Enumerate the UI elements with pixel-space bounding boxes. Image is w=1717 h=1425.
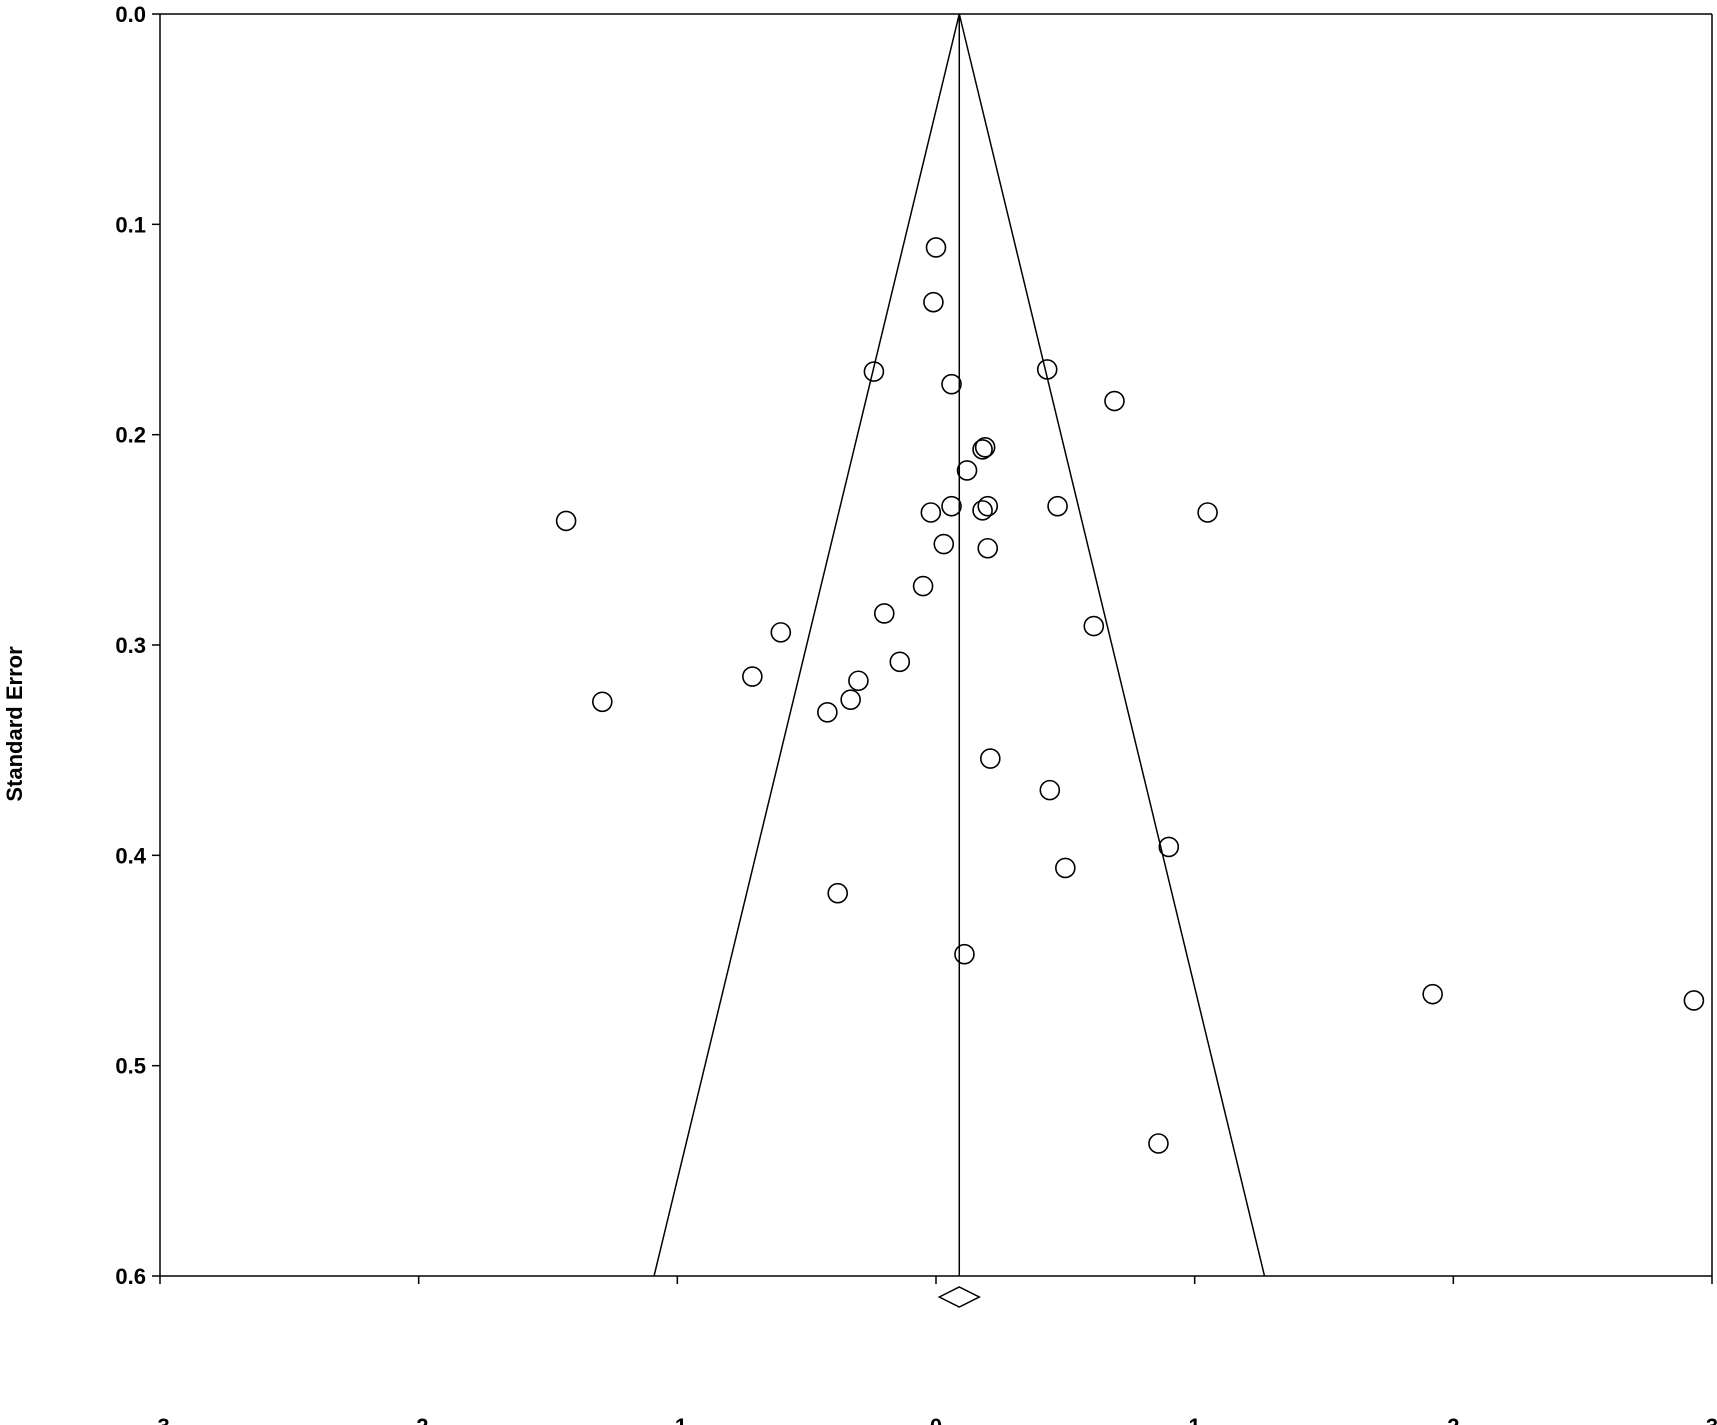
- study-point: [923, 291, 944, 313]
- y-axis-title: Standard Error: [2, 646, 27, 802]
- x-tick-label: 3: [1706, 1414, 1717, 1425]
- study-point: [889, 651, 911, 673]
- tick-labels: 0.0 0.1 0.2 0.3 0.4 0.5 0.6 -3 -2 -1 0 1 2 3: [115, 2, 1717, 1425]
- study-point: [840, 689, 861, 710]
- study-point: [848, 670, 869, 692]
- study-point: [977, 537, 999, 559]
- study-point: [972, 439, 993, 460]
- x-tick-label: 2: [1447, 1414, 1459, 1425]
- axes: [152, 13, 1713, 1284]
- study-point: [873, 603, 895, 624]
- study-point: [1148, 1133, 1169, 1154]
- study-point: [1036, 359, 1058, 380]
- funnel-lines: [653, 13, 1266, 1308]
- study-point: [555, 510, 577, 532]
- study-point: [1039, 779, 1061, 801]
- study-point: [1158, 836, 1180, 858]
- study-point: [1104, 390, 1125, 412]
- study-point: [977, 495, 999, 517]
- x-tick-label: 1: [1189, 1414, 1201, 1425]
- funnel-upper-limit-line: [958, 13, 1266, 1277]
- y-tick-label: 0.3: [115, 633, 146, 658]
- study-point: [592, 691, 613, 713]
- study-point: [827, 882, 849, 904]
- y-tick-label: 0.0: [115, 2, 146, 27]
- study-point: [920, 502, 942, 523]
- study-point: [817, 702, 838, 723]
- y-tick-label: 0.4: [115, 843, 146, 868]
- study-point: [912, 575, 934, 597]
- y-tick-label: 0.1: [115, 212, 146, 237]
- y-tick-label: 0.5: [115, 1054, 146, 1079]
- study-point: [972, 500, 993, 521]
- y-tick-label: 0.2: [115, 423, 146, 448]
- x-tick-label: -3: [150, 1414, 170, 1425]
- study-point: [863, 361, 885, 382]
- study-point: [770, 622, 792, 643]
- study-point: [1422, 983, 1443, 1005]
- study-point: [1197, 502, 1218, 523]
- x-tick-label: -2: [409, 1414, 429, 1425]
- study-point: [941, 373, 962, 395]
- study-point: [954, 943, 975, 965]
- x-tick-label: 0: [930, 1414, 942, 1425]
- summary-diamond: [937, 1286, 981, 1308]
- study-point: [1083, 615, 1105, 637]
- study-point: [1055, 857, 1076, 879]
- study-point: [742, 666, 763, 687]
- x-tick-label: -1: [668, 1414, 688, 1425]
- funnel-lower-limit-line: [653, 13, 961, 1277]
- study-point: [956, 460, 978, 481]
- data-points: [555, 237, 1705, 1154]
- study-point: [980, 748, 1001, 769]
- study-point: [925, 237, 947, 258]
- study-point: [974, 436, 996, 458]
- study-point: [1683, 990, 1705, 1011]
- study-point: [941, 495, 962, 517]
- y-tick-label: 0.6: [115, 1264, 146, 1289]
- study-point: [933, 533, 955, 555]
- study-point: [1047, 495, 1068, 517]
